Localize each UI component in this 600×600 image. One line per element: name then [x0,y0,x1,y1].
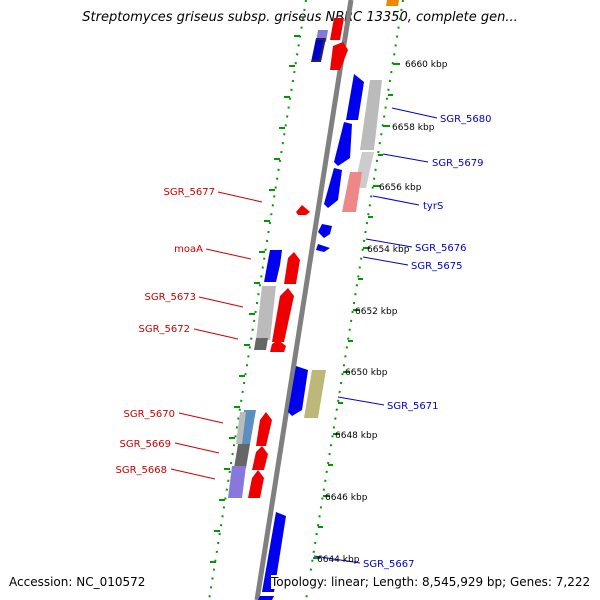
gene-sgr5670-gray[interactable] [236,412,246,444]
map-title: Streptomyces griseus subsp. griseus NBRC… [82,10,518,25]
gene-sgr5676[interactable] [318,224,332,238]
gene-top-orange[interactable] [386,0,399,6]
gene-label-sgr5672[interactable]: SGR_5672 [139,324,191,335]
gene-moaA-red[interactable] [284,252,300,284]
gene-label-sgr5669[interactable]: SGR_5669 [120,439,172,450]
gene-sgr5668-purple[interactable] [228,466,246,498]
reverse-genes [228,18,348,498]
gene-sgr5669-red[interactable] [252,446,268,470]
reverse-gene-labels: SGR_5677 moaA SGR_5673 SGR_5672 SGR_5670… [116,187,216,476]
gene-label-sgr5676[interactable]: SGR_5676 [415,243,467,254]
gene-top-blue[interactable] [312,40,323,60]
scale-labels: 6660 kbp 6658 kbp 6656 kbp 6654 kbp 6652… [317,60,448,565]
gene-tyrS-pink[interactable] [342,172,362,212]
reverse-leader-lines [170,191,263,480]
scale-label: 6656 kbp [379,183,422,193]
scale-label: 6652 kbp [355,307,398,317]
gene-sgr5670-red[interactable] [256,412,272,446]
gene-sgr5669-dark[interactable] [234,444,250,468]
gene-top-red-2[interactable] [330,42,348,70]
scale-label: 6646 kbp [325,493,368,503]
topology-text: Topology: linear; Length: 8,545,929 bp; … [271,575,591,589]
gene-sgr5675[interactable] [316,244,330,252]
gene-sgr5672-red[interactable] [270,340,286,352]
accession-text: Accession: NC_010572 [9,575,146,589]
gene-sgr5673-gray[interactable] [256,286,276,340]
scale-label: 6654 kbp [367,245,410,255]
gene-moaA[interactable] [264,250,282,282]
gene-sgr5677[interactable] [296,205,310,215]
left-guide-tick-marks [210,35,300,563]
scale-label: 6650 kbp [345,368,388,378]
gene-label-sgr5675[interactable]: SGR_5675 [411,261,463,272]
gene-label-sgr5670[interactable]: SGR_5670 [124,409,176,420]
gene-label-moaA[interactable]: moaA [174,244,203,255]
scale-label: 6658 kbp [392,123,435,133]
scale-tick-marks [313,63,400,559]
gene-sgr5680-blue[interactable] [346,74,364,120]
gene-sgr5671-olive[interactable] [304,370,326,418]
gene-label-sgr5677[interactable]: SGR_5677 [164,187,216,198]
gene-sgr5671-blue[interactable] [288,366,308,416]
gene-label-sgr5671[interactable]: SGR_5671 [387,401,439,412]
gene-sgr5673-red[interactable] [272,288,294,342]
forward-leader-lines [313,107,438,564]
scale-label: 6648 kbp [335,431,378,441]
gene-label-sgr5668[interactable]: SGR_5668 [116,465,168,476]
gene-label-sgr5679[interactable]: SGR_5679 [432,158,484,169]
gene-sgr5679-blue[interactable] [334,122,352,166]
gene-sgr5667-blue[interactable] [262,512,286,592]
scale-label: 6644 kbp [317,555,360,565]
genome-backbone [254,0,354,600]
gene-sgr5680-gray[interactable] [360,80,382,150]
gene-label-tyrS[interactable]: tyrS [423,201,443,212]
gene-bottom-blue[interactable] [258,596,274,600]
gene-top-red-1[interactable] [330,18,344,40]
gene-label-sgr5667[interactable]: SGR_5667 [363,559,415,570]
gene-label-sgr5680[interactable]: SGR_5680 [440,114,492,125]
gene-sgr5672-dark[interactable] [254,338,268,350]
forward-genes [258,0,399,600]
gene-sgr5668-red[interactable] [248,470,264,498]
forward-gene-labels: SGR_5680 SGR_5679 tyrS SGR_5676 SGR_5675… [363,114,492,570]
gene-label-sgr5673[interactable]: SGR_5673 [145,292,197,303]
gene-tyrS-blue[interactable] [324,168,342,208]
scale-label: 6660 kbp [405,60,448,70]
